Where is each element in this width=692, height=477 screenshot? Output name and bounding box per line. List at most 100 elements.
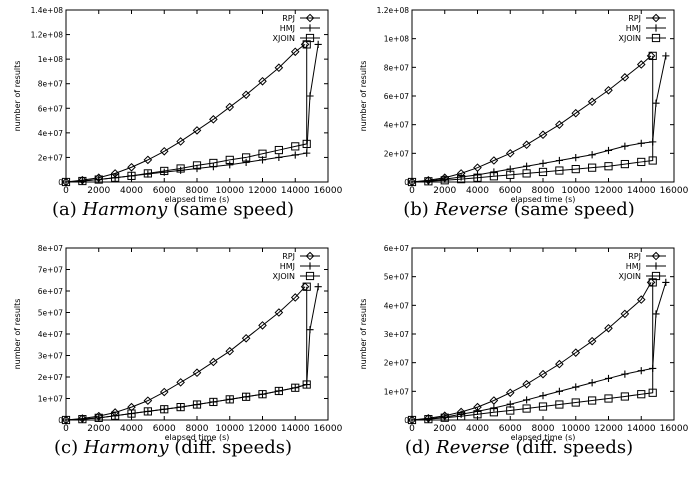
data-point xyxy=(588,379,596,387)
data-point xyxy=(523,162,531,170)
data-point xyxy=(225,395,234,404)
data-point xyxy=(587,336,597,346)
data-point xyxy=(572,383,580,391)
data-point xyxy=(637,367,645,375)
data-point xyxy=(505,149,515,158)
legend-marker xyxy=(306,262,314,270)
y-tick-label: 0 xyxy=(404,416,409,425)
legend-label: HMJ xyxy=(280,24,295,33)
data-point xyxy=(291,383,300,392)
data-point xyxy=(555,387,563,395)
data-point xyxy=(241,90,251,100)
data-point xyxy=(143,169,152,178)
data-point xyxy=(193,164,201,173)
data-point xyxy=(274,308,284,317)
data-point xyxy=(302,282,311,291)
data-point xyxy=(209,158,218,168)
data-point xyxy=(538,167,548,177)
y-tick-label: 2e+07 xyxy=(384,149,409,158)
y-tick-label: 6e+07 xyxy=(38,287,63,296)
data-point xyxy=(94,175,103,184)
legend-label: RPJ xyxy=(628,252,641,261)
x-tick-label: 10000 xyxy=(561,186,590,196)
data-point xyxy=(127,171,136,180)
data-point xyxy=(440,176,449,185)
data-point xyxy=(291,142,300,151)
y-tick-label: 1.2e+08 xyxy=(377,6,410,15)
y-tick-label: 8e+07 xyxy=(38,244,63,253)
y-tick-label: 6e+07 xyxy=(384,244,409,253)
y-axis-title: number of results xyxy=(359,299,368,370)
data-point xyxy=(489,408,498,417)
data-point xyxy=(522,379,531,389)
chart-b: 0 2000 4000 6000 8000 10000 12000 14000 16000 0 2e… xyxy=(359,6,689,204)
data-point xyxy=(555,166,564,175)
x-tick-label: 0 xyxy=(63,424,69,434)
data-point xyxy=(473,173,482,182)
data-point xyxy=(620,73,630,82)
y-tick-label: 1e+08 xyxy=(38,55,63,64)
data-point xyxy=(457,412,466,421)
x-tick-label: 6000 xyxy=(499,424,522,434)
x-tick-label: 8000 xyxy=(532,424,555,434)
data-point xyxy=(662,52,670,60)
chart-caption-a: (a) Harmony (same speed) xyxy=(0,199,346,220)
x-tick-label: 4000 xyxy=(120,424,143,434)
data-point xyxy=(258,390,267,399)
data-point xyxy=(159,146,169,156)
series-line xyxy=(65,286,308,421)
data-point xyxy=(571,165,580,174)
series-line xyxy=(411,282,652,421)
series-hmj xyxy=(408,278,670,424)
data-point xyxy=(258,76,267,86)
y-tick-label: 8e+07 xyxy=(38,80,63,89)
x-tick-label: 6000 xyxy=(153,424,176,434)
data-point xyxy=(209,115,218,124)
y-tick-label: 1e+08 xyxy=(384,35,409,44)
data-point xyxy=(652,310,660,318)
legend-label: HMJ xyxy=(280,262,295,271)
data-point xyxy=(290,293,300,302)
caption-suffix: (same speed) xyxy=(167,199,294,220)
x-tick-label: 8000 xyxy=(186,424,209,434)
data-point xyxy=(242,392,251,401)
legend-marker xyxy=(305,13,315,23)
x-tick-label: 16000 xyxy=(314,186,343,196)
data-point xyxy=(176,137,185,146)
y-tick-label: 2e+07 xyxy=(38,153,63,162)
x-axis-title: elapsed time (s) xyxy=(511,433,576,442)
y-tick-label: 2e+07 xyxy=(384,359,409,368)
legend-marker xyxy=(652,262,660,270)
x-tick-label: 14000 xyxy=(281,424,310,434)
data-point xyxy=(111,411,120,420)
y-tick-label: 3e+07 xyxy=(384,330,409,339)
data-point xyxy=(226,161,234,169)
data-point xyxy=(489,156,499,165)
x-tick-label: 14000 xyxy=(627,186,656,196)
legend-label: XJOIN xyxy=(619,272,641,281)
y-tick-label: 4e+07 xyxy=(38,129,63,138)
data-point xyxy=(192,400,202,409)
data-point xyxy=(572,154,580,162)
x-tick-label: 0 xyxy=(409,424,415,434)
data-point xyxy=(209,397,218,407)
data-point xyxy=(506,406,515,415)
chart-caption-b: (b) Reverse (same speed) xyxy=(346,199,692,220)
series-xjoin xyxy=(61,282,311,425)
data-point xyxy=(306,326,314,334)
x-tick-label: 4000 xyxy=(466,424,489,434)
y-tick-label: 6e+07 xyxy=(384,92,409,101)
chart-panel-a: 0 2000 4000 6000 8000 10000 12000 14000 16000 0 2e… xyxy=(0,0,346,238)
data-point xyxy=(621,370,629,378)
series-line xyxy=(65,286,319,421)
data-point xyxy=(522,140,531,150)
x-tick-label: 16000 xyxy=(314,424,343,434)
data-point xyxy=(314,40,322,48)
data-point xyxy=(539,392,547,400)
data-point xyxy=(143,407,152,416)
data-point xyxy=(637,157,646,167)
series-rpj xyxy=(61,282,310,425)
data-point xyxy=(506,170,515,179)
legend-marker xyxy=(305,251,315,261)
chart-c: 0 2000 4000 6000 8000 10000 12000 14000 16000 0 1e… xyxy=(13,244,343,442)
